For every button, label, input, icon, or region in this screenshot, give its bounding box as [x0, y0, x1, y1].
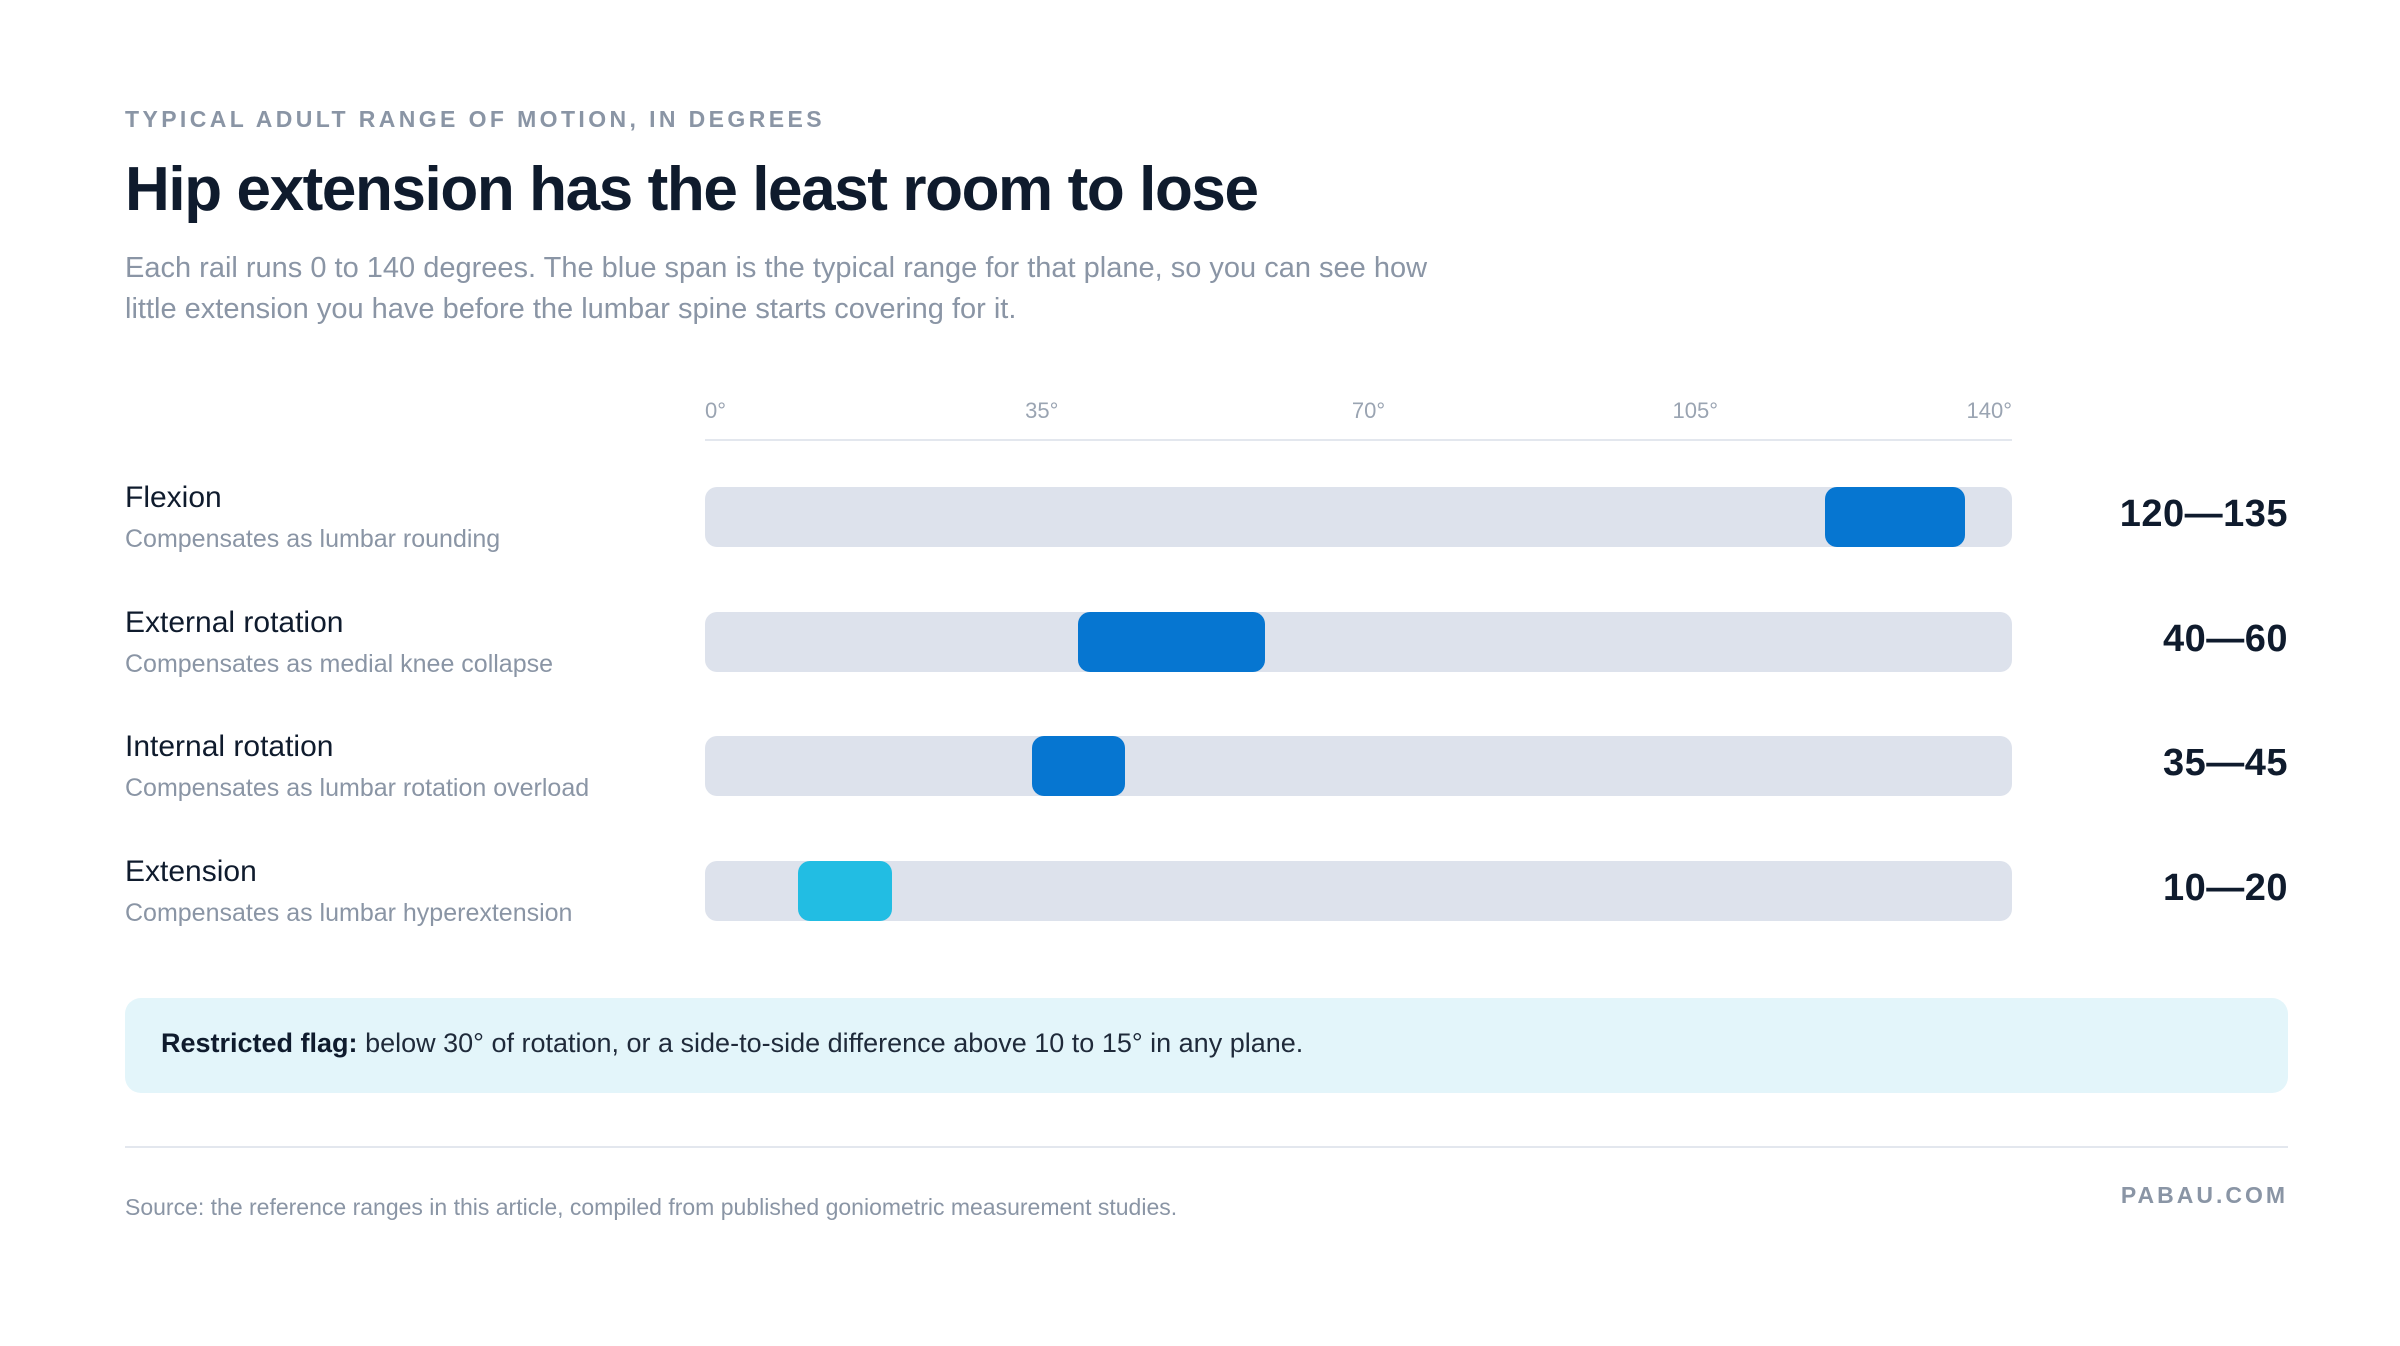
x-tick-label: 0° — [705, 398, 727, 423]
range-rail — [705, 611, 2012, 672]
range-value-label: 120—135 — [2119, 493, 2288, 535]
range-span-bar — [1825, 487, 1966, 547]
source-note: Source: the reference ranges in this art… — [125, 1194, 1178, 1220]
chart-kicker: TYPICAL ADULT RANGE OF MOTION, IN DEGREE… — [125, 106, 825, 132]
brand-wordmark: PABAU.COM — [2120, 1182, 2288, 1208]
row-note: Compensates as lumbar rotation overload — [125, 774, 590, 802]
range-span-bar — [1031, 736, 1126, 796]
restricted-flag-label: Restricted flag: — [161, 1028, 358, 1058]
restricted-flag-body: below 30° of rotation, or a side-to-side… — [365, 1028, 1304, 1058]
row-note: Compensates as lumbar hyperextension — [125, 898, 573, 927]
range-rail — [705, 860, 2012, 921]
range-span-bar — [1078, 611, 1266, 672]
range-value-label: 10—20 — [2162, 866, 2288, 909]
x-tick-label: 105° — [1672, 398, 1718, 423]
row-label: Extension — [125, 854, 257, 888]
x-tick-label: 35° — [1025, 398, 1059, 423]
row-label: External rotation — [125, 605, 344, 639]
row-note: Compensates as lumbar rounding — [125, 525, 501, 553]
restricted-flag-text: Restricted flag: below 30° of rotation, … — [161, 1028, 1303, 1059]
range-rail — [705, 487, 2012, 547]
range-value-label: 40—60 — [2162, 617, 2288, 660]
restricted-flag-callout: Restricted flag: below 30° of rotation, … — [125, 998, 2288, 1093]
row-label: Internal rotation — [125, 730, 334, 763]
row-note: Compensates as medial knee collapse — [125, 649, 554, 678]
chart-title: Hip extension has the least room to lose — [125, 155, 1259, 224]
range-rail — [705, 736, 2012, 796]
row-label: Flexion — [125, 481, 222, 514]
chart-subtitle: Each rail runs 0 to 140 degrees. The blu… — [125, 252, 1428, 325]
range-value-label: 35—45 — [2162, 742, 2288, 784]
footer-divider — [125, 1146, 2288, 1148]
x-tick-label: 70° — [1351, 398, 1386, 423]
x-axis-line — [705, 439, 2012, 441]
range-span-bar — [798, 860, 892, 921]
x-tick-label: 140° — [1966, 398, 2012, 423]
